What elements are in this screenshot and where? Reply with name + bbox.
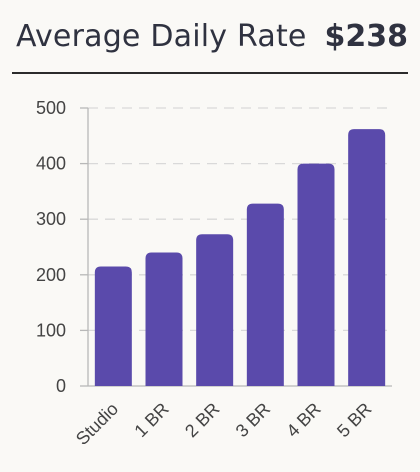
x-tick-label: 1 BR bbox=[130, 399, 172, 441]
bar-1-br bbox=[145, 252, 183, 386]
y-tick-label: 300 bbox=[36, 209, 66, 229]
x-tick-label: 2 BR bbox=[181, 399, 223, 441]
bar-studio bbox=[94, 266, 132, 386]
bar-5-br bbox=[348, 129, 386, 387]
y-tick-label: 200 bbox=[36, 265, 66, 285]
bar-3-br bbox=[246, 203, 284, 386]
x-tick-label: 3 BR bbox=[232, 399, 274, 441]
y-tick-label: 500 bbox=[36, 98, 66, 118]
bar-2-br bbox=[196, 234, 234, 386]
y-tick-label: 400 bbox=[36, 154, 66, 174]
y-tick-label: 100 bbox=[36, 320, 66, 340]
card-header: Average Daily Rate $238 bbox=[12, 0, 408, 74]
x-tick-label: Studio bbox=[72, 399, 122, 449]
bar-4-br bbox=[297, 163, 335, 386]
y-tick-label: 0 bbox=[56, 376, 66, 396]
card-title: Average Daily Rate bbox=[16, 19, 307, 54]
x-tick-label: 5 BR bbox=[333, 399, 375, 441]
x-tick-label: 4 BR bbox=[282, 399, 324, 441]
average-daily-rate-value: $238 bbox=[324, 19, 409, 54]
